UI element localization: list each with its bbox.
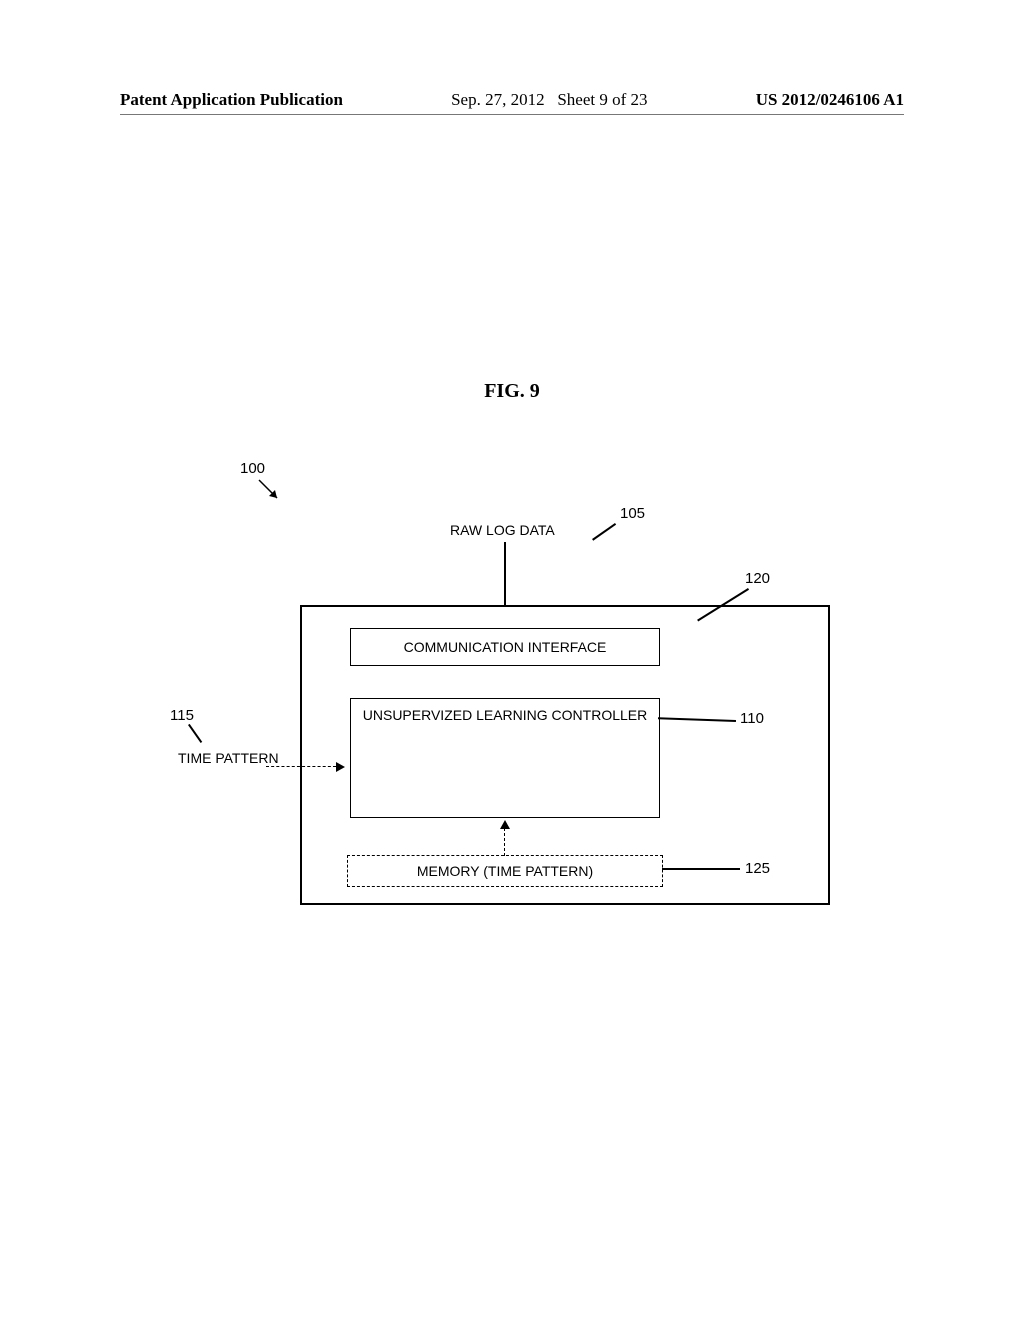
header-left: Patent Application Publication xyxy=(120,90,343,110)
communication-interface-label: COMMUNICATION INTERFACE xyxy=(404,639,607,655)
header-pubno: US 2012/0246106 A1 xyxy=(756,90,904,110)
time-pattern-label: TIME PATTERN xyxy=(178,750,279,766)
ref-num-105: 105 xyxy=(620,505,645,522)
ref-num-120: 120 xyxy=(745,570,770,587)
ref-115-leader xyxy=(188,724,202,743)
ref-num-100: 100 xyxy=(240,460,265,477)
communication-interface-box: COMMUNICATION INTERFACE xyxy=(350,628,660,666)
ref-105-leader xyxy=(592,523,616,540)
header-sheet: Sheet 9 of 23 xyxy=(557,90,647,109)
learning-controller-label: UNSUPERVIZED LEARNING CONTROLLER xyxy=(363,707,647,723)
memory-label: MEMORY (TIME PATTERN) xyxy=(417,863,593,879)
ref-num-125: 125 xyxy=(745,860,770,877)
ref-100-arrow-icon xyxy=(257,478,287,508)
figure-title: FIG. 9 xyxy=(0,380,1024,403)
header-date: Sep. 27, 2012 xyxy=(451,90,545,109)
page-header: Patent Application Publication Sep. 27, … xyxy=(120,90,904,115)
ref-num-110: 110 xyxy=(740,710,764,727)
ref-125-leader xyxy=(662,868,740,870)
diagram: 100 RAW LOG DATA 105 120 COMMUNICATION I… xyxy=(150,450,870,950)
header-date-sheet: Sep. 27, 2012 Sheet 9 of 23 xyxy=(451,90,647,110)
learning-controller-box: UNSUPERVIZED LEARNING CONTROLLER xyxy=(350,698,660,818)
raw-log-data-label: RAW LOG DATA xyxy=(450,522,555,538)
memory-box: MEMORY (TIME PATTERN) xyxy=(347,855,663,887)
ref-num-115: 115 xyxy=(170,707,194,724)
